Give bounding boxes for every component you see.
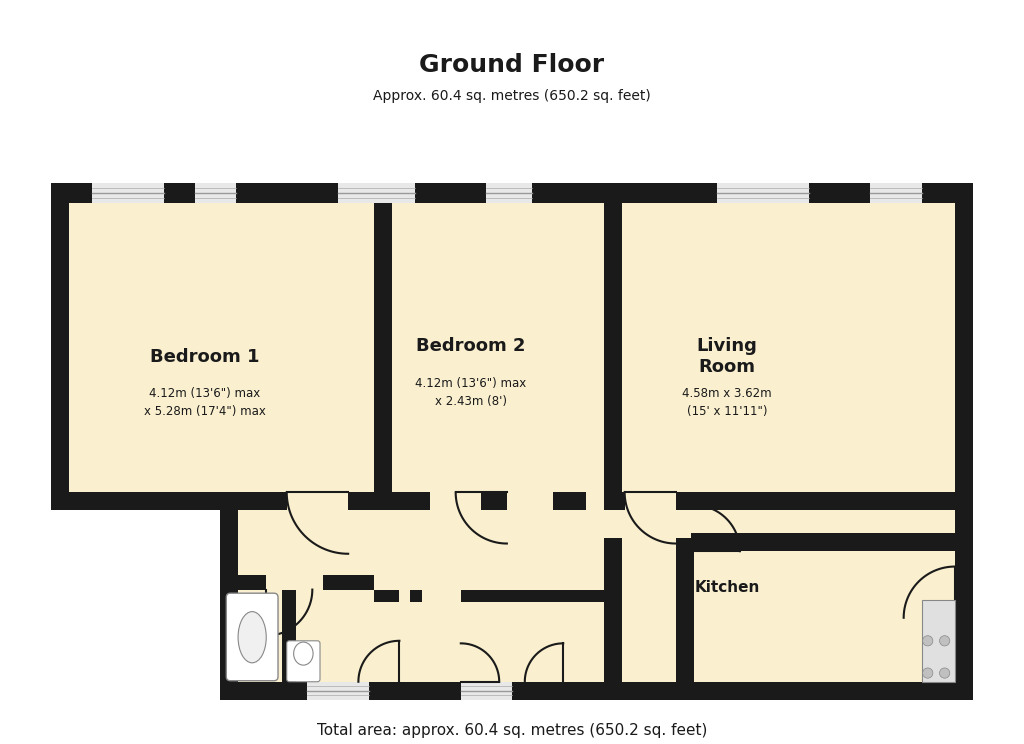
Bar [486, 182, 532, 203]
Circle shape [923, 668, 933, 679]
Ellipse shape [294, 642, 313, 665]
Text: Approx. 60.4 sq. metres (650.2 sq. feet): Approx. 60.4 sq. metres (650.2 sq. feet) [373, 89, 651, 103]
Bar [195, 182, 236, 203]
Bar [92, 182, 164, 203]
Bar [410, 589, 423, 603]
Text: Total area: approx. 60.4 sq. metres (650.2 sq. feet): Total area: approx. 60.4 sq. metres (650… [316, 723, 708, 738]
Bar [870, 182, 922, 203]
Bar [374, 493, 430, 510]
Bar [922, 600, 954, 682]
Text: Ground Floor: Ground Floor [420, 53, 604, 77]
Bar [604, 493, 625, 510]
Bar [307, 682, 369, 699]
Bar [220, 493, 287, 510]
Bar [691, 533, 954, 551]
Bar [604, 182, 623, 510]
Bar [61, 193, 963, 500]
Bar [282, 589, 296, 682]
Bar [461, 682, 512, 699]
Bar [220, 495, 238, 699]
Circle shape [940, 668, 950, 679]
Bar [676, 493, 954, 510]
FancyBboxPatch shape [226, 593, 279, 681]
Text: Bedroom 1: Bedroom 1 [151, 347, 259, 365]
Bar [220, 575, 266, 589]
Text: Living
Room: Living Room [696, 337, 758, 376]
Bar [553, 493, 586, 510]
Bar [374, 589, 399, 603]
Bar [676, 539, 694, 682]
Bar [323, 575, 374, 589]
Bar [220, 682, 963, 699]
Bar [348, 493, 374, 510]
Bar [230, 500, 963, 690]
Bar [604, 539, 623, 682]
Text: 4.12m (13'6") max
x 5.28m (17'4") max: 4.12m (13'6") max x 5.28m (17'4") max [143, 387, 266, 418]
Ellipse shape [238, 612, 266, 663]
Bar [954, 182, 973, 699]
Bar [51, 493, 239, 510]
Circle shape [940, 635, 950, 646]
Bar [220, 610, 271, 623]
FancyBboxPatch shape [287, 641, 321, 682]
Bar [51, 182, 70, 510]
Text: Bedroom 2: Bedroom 2 [417, 337, 525, 356]
Text: Kitchen: Kitchen [694, 580, 760, 594]
Bar [461, 589, 604, 603]
Bar [51, 182, 973, 203]
Text: 4.58m x 3.62m
(15' x 11'11"): 4.58m x 3.62m (15' x 11'11") [682, 387, 772, 418]
Bar [481, 493, 507, 510]
Bar [338, 182, 415, 203]
Bar [374, 182, 391, 510]
Text: 4.12m (13'6") max
x 2.43m (8'): 4.12m (13'6") max x 2.43m (8') [416, 377, 526, 408]
Circle shape [923, 635, 933, 646]
Bar [717, 182, 809, 203]
